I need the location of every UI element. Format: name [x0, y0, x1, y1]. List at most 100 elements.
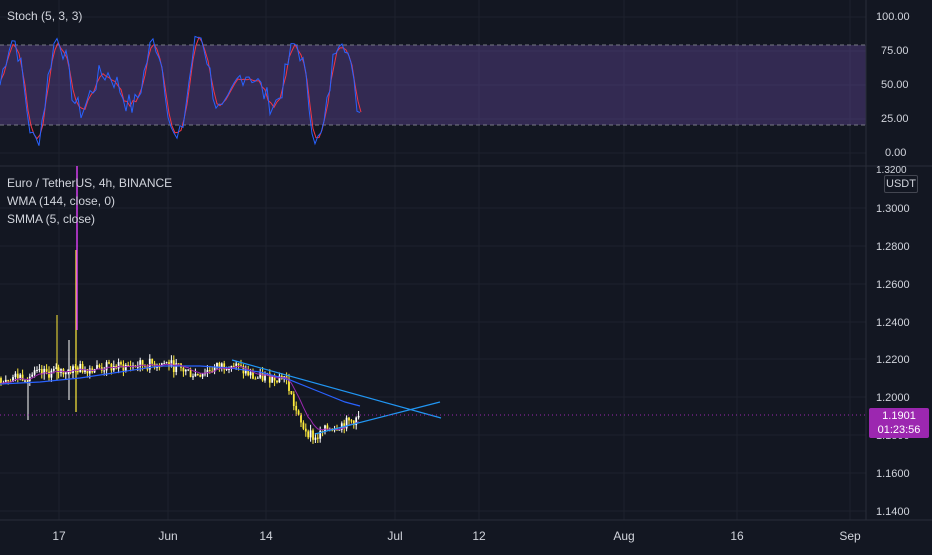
candle-body — [127, 365, 130, 366]
candle-body — [319, 430, 322, 439]
candle-body — [244, 370, 247, 374]
time-axis-label: 17 — [52, 529, 66, 543]
price-panel[interactable] — [0, 166, 866, 444]
candle-body — [117, 362, 120, 369]
candle-body — [259, 372, 262, 378]
candle-body — [158, 366, 161, 368]
candle-body — [177, 363, 180, 365]
candle-body — [232, 365, 235, 367]
candle-body — [194, 373, 197, 377]
candle-body — [208, 370, 211, 372]
candle-body — [36, 370, 38, 371]
candle-body — [98, 365, 101, 368]
candle-body — [175, 363, 178, 372]
candle-body — [139, 360, 142, 367]
candle-body — [213, 366, 216, 372]
candle-body — [55, 367, 58, 369]
candle-body — [19, 374, 22, 379]
candle-body — [136, 366, 139, 368]
symbol-legend[interactable]: Euro / TetherUS, 4h, BINANCE — [7, 176, 173, 190]
candle-body — [225, 369, 228, 370]
price-axis-label: 1.3000 — [876, 203, 910, 215]
stoch-d-line — [0, 36, 362, 140]
candle-body — [271, 375, 274, 383]
smma-line — [0, 363, 359, 431]
candle-body — [206, 370, 209, 374]
price-axis-label: 1.2800 — [876, 241, 910, 253]
candle-body — [93, 369, 96, 373]
price-axis-label: 1.1600 — [876, 468, 910, 480]
price-axis-label: 1.2400 — [876, 317, 910, 329]
candle-body — [156, 366, 158, 368]
time-axis-label: Jun — [158, 529, 177, 543]
candle-body — [290, 391, 293, 394]
stoch-legend[interactable]: Stoch (5, 3, 3) — [7, 9, 83, 23]
candle-body — [165, 362, 168, 364]
candle-body — [16, 373, 19, 379]
wma-legend[interactable]: WMA (144, close, 0) — [7, 194, 116, 208]
candle-body — [40, 369, 43, 375]
candle-body — [211, 371, 214, 373]
candle-body — [163, 363, 166, 365]
stoch-axis-label: 50.00 — [881, 79, 909, 91]
stoch-panel[interactable] — [0, 35, 866, 146]
stoch-axis-label: 100.00 — [876, 11, 910, 23]
candle-body — [316, 437, 319, 439]
stoch-axis[interactable]: 100.00 75.00 50.00 25.00 0.00 — [876, 11, 910, 159]
candle-body — [235, 363, 238, 366]
candle-body — [278, 375, 281, 383]
candle-body — [110, 363, 113, 371]
candle-body — [252, 372, 254, 379]
candle-body — [352, 420, 355, 426]
candle-body — [288, 378, 290, 391]
smma-legend[interactable]: SMMA (5, close) — [7, 212, 96, 226]
candle-body — [182, 367, 185, 372]
last-price-tag[interactable]: 1.1901 01:23:56 — [869, 408, 929, 438]
candle-body — [268, 373, 271, 383]
price-axis[interactable]: 1.3200 1.3000 1.2800 1.2600 1.2400 1.220… — [876, 165, 910, 518]
candle-body — [276, 380, 278, 383]
candle-body — [199, 375, 202, 377]
candle-body — [192, 376, 194, 378]
candle-body — [220, 363, 223, 368]
time-axis-label: Jul — [387, 529, 402, 543]
stoch-band-fill — [0, 45, 866, 125]
candle-body — [86, 369, 89, 374]
candle-body — [50, 370, 53, 378]
candle-body — [345, 417, 348, 429]
candle-body — [33, 370, 36, 375]
candle-body — [201, 373, 204, 377]
bar-countdown: 01:23:56 — [877, 424, 921, 436]
price-axis-label: 1.2600 — [876, 279, 910, 291]
candle-body — [105, 362, 108, 371]
candle-body — [273, 375, 276, 381]
candle-body — [112, 366, 115, 371]
candle-body — [84, 369, 86, 373]
time-axis[interactable]: 17 Jun 14 Jul 12 Aug 16 Sep — [52, 529, 861, 543]
candle-body — [300, 414, 302, 423]
candle-body — [72, 366, 74, 373]
candle-body — [45, 368, 48, 372]
candle-body — [304, 428, 307, 432]
stoch-k-line — [0, 35, 361, 146]
price-axis-label: 1.1400 — [876, 506, 910, 518]
candle-body — [4, 379, 7, 383]
candle-body — [307, 431, 310, 438]
candle-body — [254, 378, 257, 380]
last-price-value: 1.1901 — [882, 410, 916, 422]
candle-body — [302, 422, 305, 429]
candle-body — [326, 425, 329, 430]
candle-body — [357, 415, 360, 418]
candle-body — [321, 430, 324, 432]
candle-body — [218, 363, 221, 368]
candle-body — [7, 379, 10, 382]
trendline-upper[interactable] — [231, 359, 442, 419]
candle-body — [0, 378, 2, 384]
trendline-lower[interactable] — [314, 401, 441, 435]
price-axis-label-cut: 1.3200 — [876, 165, 907, 176]
stoch-axis-label: 25.00 — [881, 113, 909, 125]
currency-label[interactable]: USDT — [884, 175, 918, 193]
